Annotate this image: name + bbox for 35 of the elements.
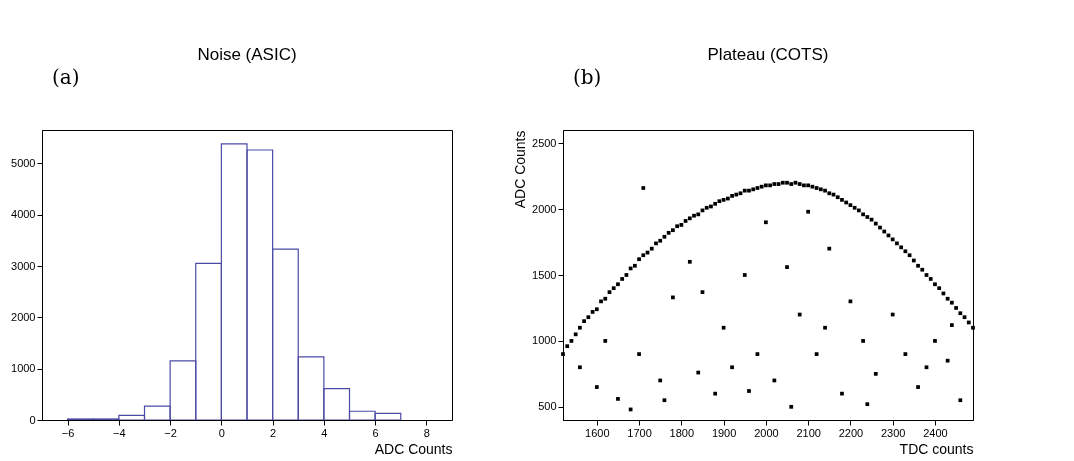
y-tick-label: 1500: [532, 268, 557, 281]
y-tick-label: 0: [29, 413, 36, 426]
x-tick-label: 4: [321, 426, 328, 439]
x-tick-label: 1800: [669, 426, 695, 439]
chart-title: Plateau (COTS): [707, 45, 829, 64]
x-tick-label: 2200: [838, 426, 864, 439]
y-tick-label: 2500: [532, 136, 557, 149]
x-tick-label: 2: [270, 426, 277, 439]
y-tick-label: 2000: [11, 310, 36, 323]
x-tick-label: 0: [218, 426, 225, 439]
x-tick-label: 2000: [754, 426, 779, 439]
x-tick-label: 1700: [627, 426, 652, 439]
x-tick-label: 8: [423, 426, 430, 439]
y-tick-label: 5000: [11, 156, 36, 169]
y-tick-label: 1000: [11, 362, 36, 375]
y-tick-label: 4000: [11, 208, 36, 221]
x-tick-label: −4: [113, 426, 126, 439]
y-tick-label: 500: [538, 400, 557, 413]
x-axis-title: TDC counts: [899, 440, 974, 457]
x-tick-label: 2100: [796, 426, 821, 439]
x-tick-label: 2400: [923, 426, 948, 439]
y-tick-label: 3000: [11, 259, 36, 272]
x-axis-title: ADC Counts: [374, 440, 453, 457]
x-tick-label: 6: [372, 426, 379, 439]
x-tick-label: 1600: [585, 426, 610, 439]
x-tick-label: −2: [164, 426, 177, 439]
text: (a): [52, 65, 80, 89]
x-tick-label: 1900: [711, 426, 737, 439]
x-tick-label: 2300: [880, 426, 906, 439]
y-tick-label: 2000: [532, 202, 557, 215]
chart-title: Noise (ASIC): [197, 45, 297, 64]
text: (b): [573, 65, 602, 89]
y-axis-title: ADC Counts: [512, 130, 529, 209]
x-tick-label: −6: [61, 426, 75, 439]
y-tick-label: 1000: [532, 334, 557, 347]
